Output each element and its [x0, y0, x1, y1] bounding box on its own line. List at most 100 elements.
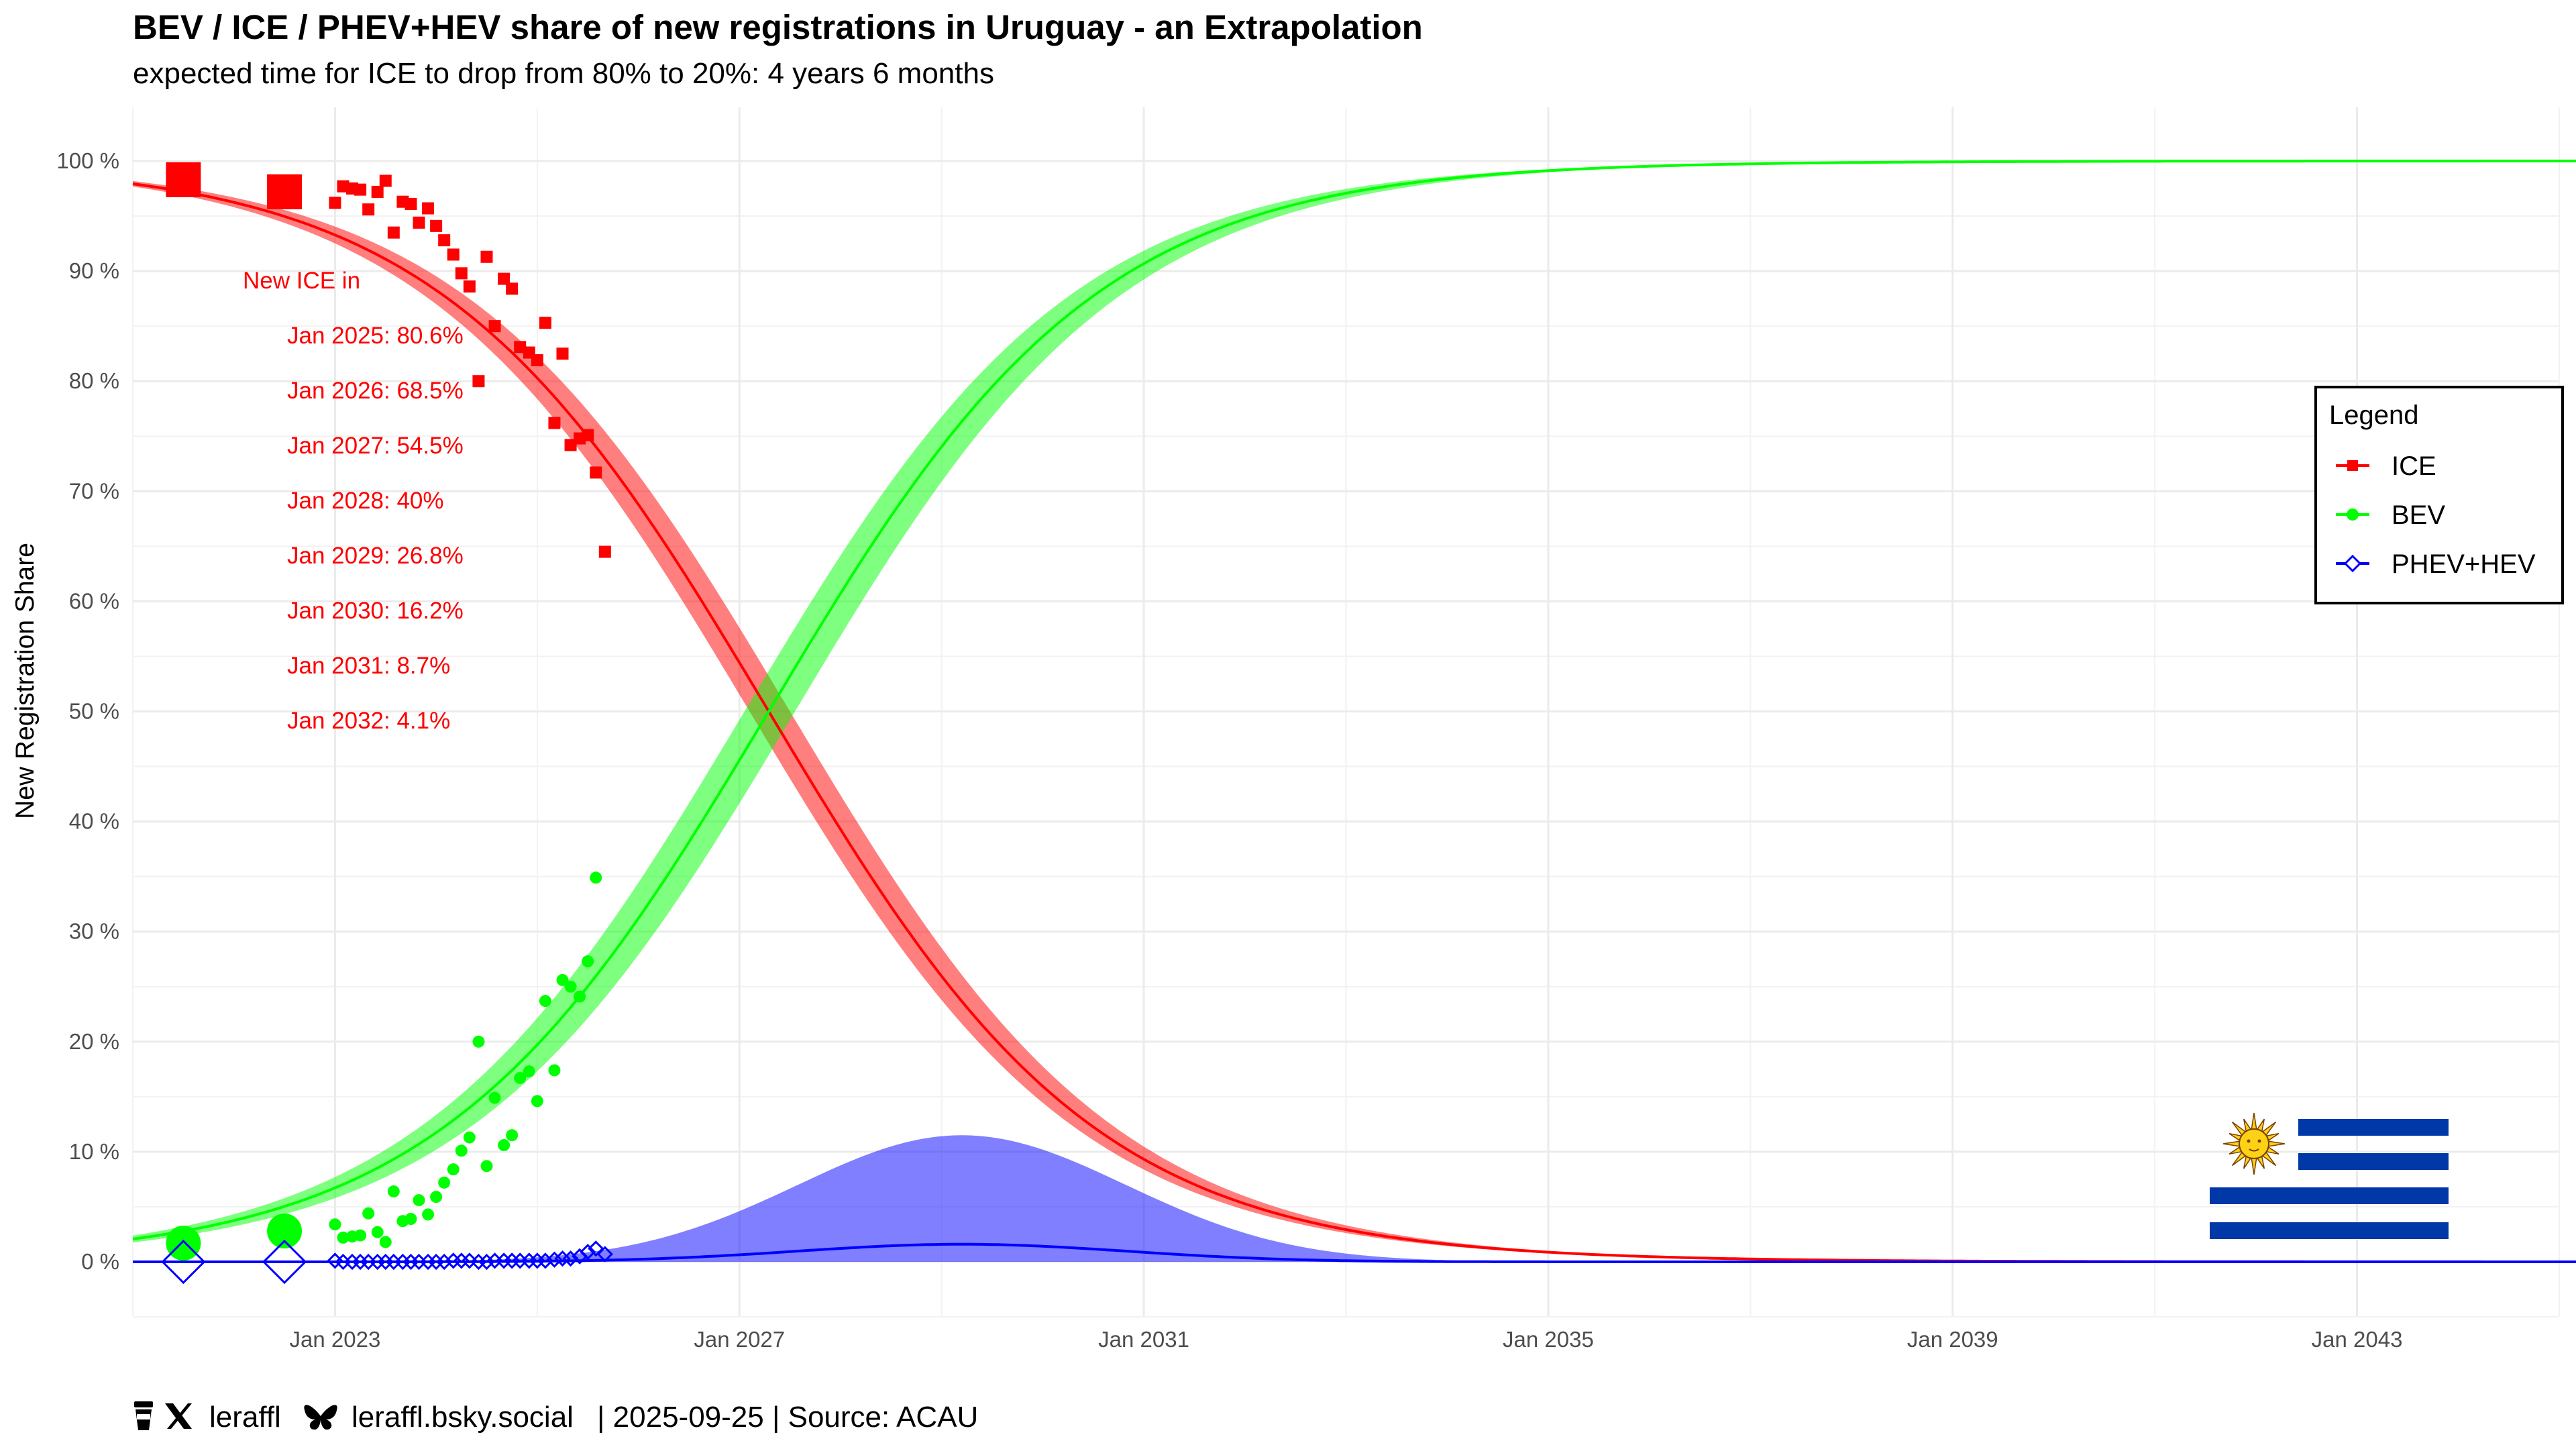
x-tick-label: Jan 2027	[694, 1327, 785, 1352]
ice-monthly-point	[354, 183, 367, 196]
chart-subtitle: expected time for ICE to drop from 80% t…	[133, 57, 994, 90]
footer-x-handle: leraffl	[209, 1401, 281, 1434]
annotation-line: Jan 2029: 26.8%	[287, 543, 464, 569]
ice-monthly-point	[539, 317, 551, 329]
ice-monthly-point	[514, 341, 527, 354]
ice-forecast-annotation: New ICE in Jan 2025: 80.6% Jan 2026: 68.…	[243, 268, 464, 734]
y-tick-label: 80 %	[69, 368, 119, 393]
bev-monthly-point	[337, 1231, 350, 1244]
legend-label: PHEV+HEV	[2392, 549, 2536, 579]
ice-monthly-point	[405, 197, 417, 210]
phev-hev-annual-point	[161, 1239, 206, 1285]
ice-monthly-point	[379, 174, 392, 187]
y-tick-label: 70 %	[69, 478, 119, 503]
ice-monthly-point	[590, 466, 602, 479]
bev-monthly-point	[379, 1236, 392, 1248]
ice-monthly-point	[480, 250, 493, 263]
ice-monthly-point	[472, 375, 485, 388]
ice-monthly-point	[329, 197, 341, 209]
phev-hev-monthly-point	[562, 1250, 579, 1267]
ice-monthly-point	[371, 185, 384, 198]
bev-monthly-point	[523, 1065, 535, 1078]
ice-monthly-point	[362, 203, 375, 216]
bev-monthly-point	[564, 980, 577, 993]
bev-fit-line	[132, 160, 2576, 1240]
footer-bsky-handle: leraffl.bsky.social	[352, 1401, 574, 1434]
sun-ray	[2267, 1140, 2286, 1147]
phev-fit-line	[133, 1242, 2576, 1263]
legend-item-phev-hev: PHEV+HEV	[2336, 549, 2536, 579]
sun-eye	[2247, 1139, 2251, 1143]
sun-ray	[2251, 1112, 2257, 1130]
butterfly-icon	[304, 1405, 337, 1430]
bev-monthly-point	[498, 1139, 511, 1152]
flag-stripe	[2210, 1222, 2449, 1239]
ice-monthly-point	[488, 320, 501, 333]
legend-label: BEV	[2392, 500, 2445, 530]
bev-monthly-point	[488, 1091, 501, 1104]
y-axis-label: New Registration Share	[11, 543, 40, 819]
bev-annual-point	[267, 1214, 303, 1249]
y-tick-label: 20 %	[69, 1029, 119, 1054]
ice-monthly-point	[598, 545, 611, 558]
uruguay-flag	[2210, 1112, 2449, 1239]
annotation-line: Jan 2025: 80.6%	[287, 323, 464, 349]
ice-monthly-point	[556, 347, 569, 360]
ice-monthly-point	[422, 202, 435, 215]
flag-stripe	[2210, 1187, 2449, 1204]
bev-monthly-point	[354, 1229, 367, 1242]
phev-hev-monthly-point	[546, 1251, 563, 1268]
legend: Legend ICE BEV PHEV+HEV	[2314, 386, 2564, 604]
y-tick-label: 50 %	[69, 699, 119, 724]
phev-confidence-band	[133, 1135, 2576, 1262]
bev-monthly-point	[371, 1226, 384, 1238]
y-tick-label: 100 %	[56, 148, 119, 173]
bev-monthly-point	[413, 1194, 425, 1207]
ice-annual-point	[267, 174, 303, 209]
y-tick-label: 30 %	[69, 919, 119, 944]
phev-hev-annual-point	[262, 1239, 307, 1285]
bev-monthly-point	[506, 1129, 519, 1142]
legend-label: ICE	[2392, 451, 2436, 481]
y-tick-label: 60 %	[69, 588, 119, 613]
footer-meta: | 2025-09-25 | Source: ACAU	[597, 1401, 978, 1434]
x-tick-label: Jan 2023	[290, 1327, 381, 1352]
bev-monthly-point	[430, 1191, 443, 1203]
ice-monthly-point	[506, 282, 519, 295]
bev-monthly-point	[531, 1095, 543, 1108]
legend-item-ice: ICE	[2336, 451, 2436, 481]
ice-monthly-point	[531, 354, 543, 367]
ice-monthly-point	[387, 226, 400, 239]
bev-monthly-point	[539, 995, 551, 1008]
x-axis-ticks: Jan 2023 Jan 2027 Jan 2031 Jan 2035 Jan 2039…	[290, 1327, 2403, 1352]
chart-title: BEV / ICE / PHEV+HEV share of new regist…	[133, 8, 1423, 46]
legend-title: Legend	[2329, 400, 2418, 430]
bev-monthly-point	[387, 1185, 400, 1197]
x-logo-icon	[165, 1403, 192, 1429]
y-axis-ticks: 0 % 10 % 20 % 30 % 40 % 50 % 60 % 70 % 80 % 90 % 1…	[56, 148, 119, 1274]
x-tick-label: Jan 2031	[1098, 1327, 1189, 1352]
footer: leraffl leraffl.bsky.social | 2025-09-25…	[134, 1401, 978, 1434]
bev-annual-point	[166, 1226, 201, 1261]
phev-hev-monthly-point	[478, 1253, 495, 1271]
bev-monthly-point	[455, 1144, 468, 1157]
phev-hev-monthly-point	[588, 1240, 604, 1257]
legend-item-bev: BEV	[2336, 500, 2445, 530]
bev-monthly-point	[582, 955, 594, 968]
annotation-line: Jan 2031: 8.7%	[287, 653, 450, 679]
x-tick-label: Jan 2035	[1503, 1327, 1594, 1352]
bev-monthly-point	[362, 1207, 375, 1220]
ice-monthly-point	[498, 272, 511, 285]
ice-monthly-point	[337, 180, 350, 193]
sun-of-may-icon	[2222, 1112, 2286, 1175]
coffee-cup-icon	[134, 1401, 153, 1430]
fit-lines	[132, 160, 2576, 1263]
bev-monthly-point	[574, 990, 586, 1003]
bev-monthly-point	[472, 1035, 485, 1048]
annotation-line: Jan 2030: 16.2%	[287, 598, 464, 624]
phev-hev-monthly-point	[596, 1246, 613, 1263]
annotation-line: Jan 2026: 68.5%	[287, 378, 464, 404]
ice-monthly-point	[463, 280, 476, 293]
y-tick-label: 10 %	[69, 1139, 119, 1164]
